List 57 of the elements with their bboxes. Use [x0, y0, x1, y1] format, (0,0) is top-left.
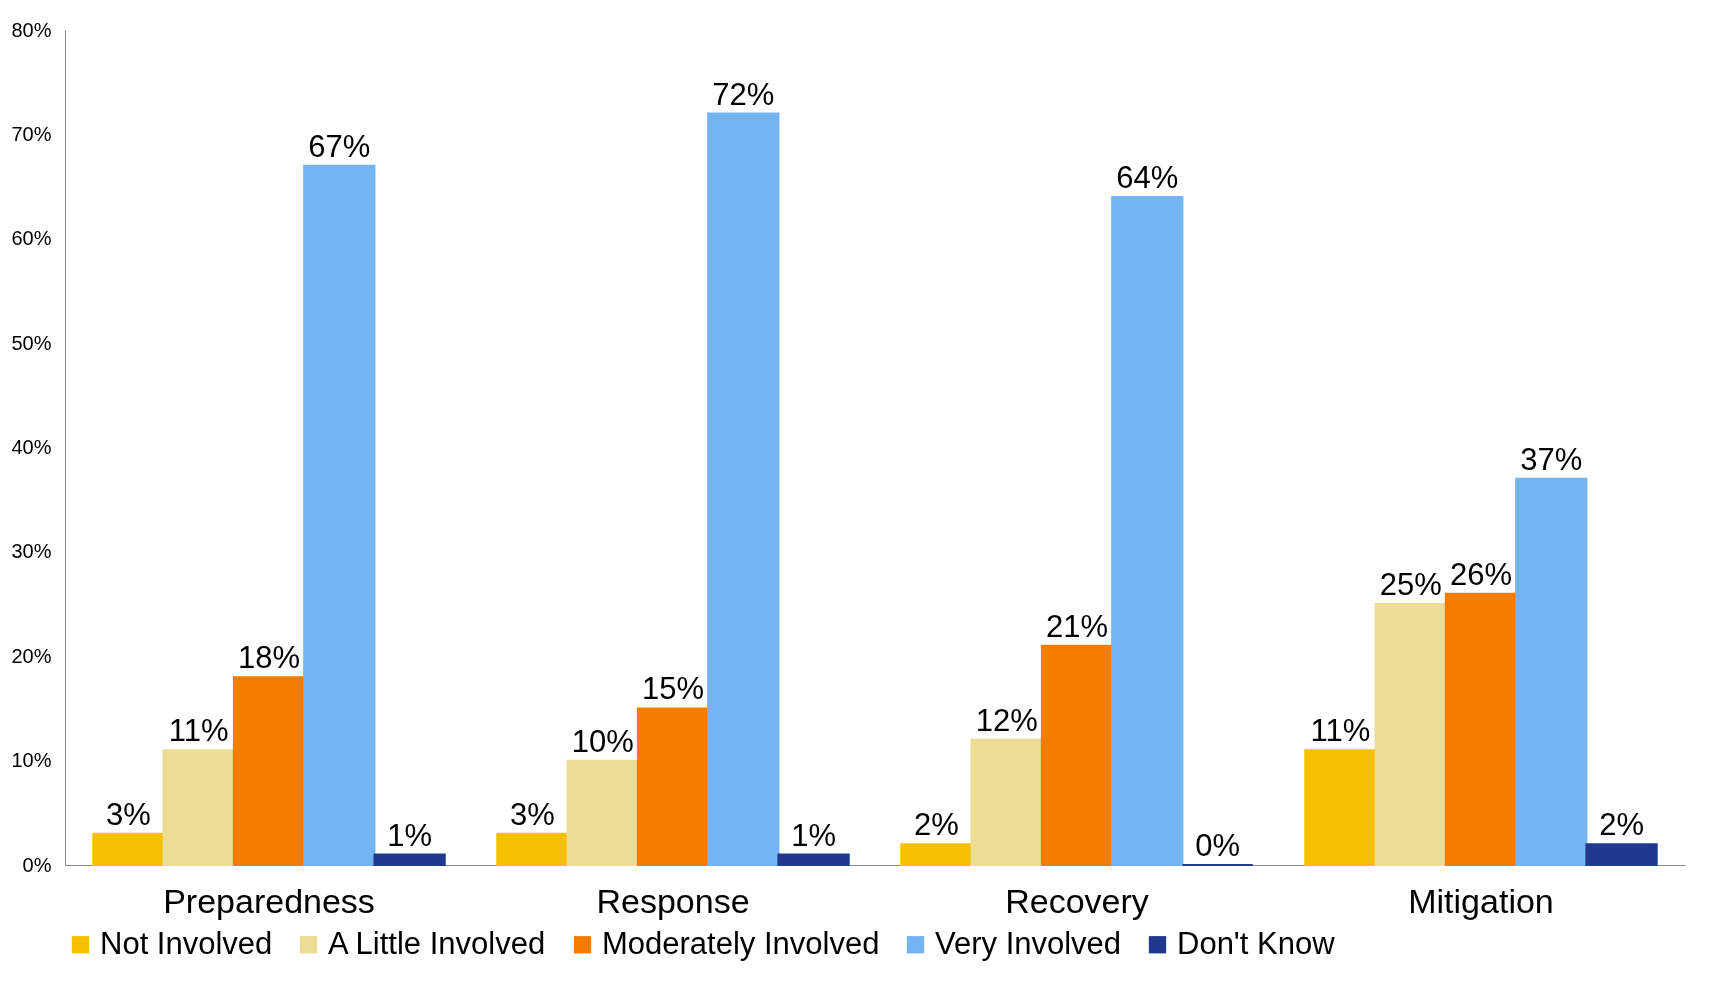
bar	[777, 853, 850, 866]
y-tick-label: 60%	[11, 227, 52, 250]
legend-label: Moderately Involved	[602, 925, 880, 961]
bar	[1304, 749, 1377, 866]
bar	[496, 832, 569, 866]
y-tick-label: 70%	[11, 122, 52, 145]
bar	[970, 738, 1043, 866]
data-label: 21%	[1045, 608, 1109, 644]
data-label: 1%	[791, 817, 836, 853]
x-tick-label: Mitigation	[1408, 881, 1554, 920]
x-tick-label: Recovery	[1005, 881, 1149, 920]
y-tick-label: 20%	[11, 644, 52, 667]
y-tick-label: 50%	[11, 331, 52, 354]
data-label: 37%	[1520, 441, 1583, 477]
bar	[232, 676, 306, 866]
data-label: 15%	[641, 671, 705, 707]
bar	[92, 832, 165, 866]
bar	[1111, 196, 1184, 866]
data-label: 25%	[1379, 567, 1442, 603]
bar	[900, 843, 973, 866]
data-label: 72%	[712, 76, 775, 112]
bar	[636, 707, 710, 866]
bar	[1444, 592, 1518, 866]
legend-label: Don't Know	[1177, 925, 1336, 961]
data-label: 12%	[975, 702, 1038, 738]
legend-label: A Little Involved	[328, 925, 546, 961]
y-tick-label: 10%	[11, 749, 52, 772]
bar	[162, 749, 235, 866]
data-label: 2%	[914, 807, 959, 843]
bar	[373, 853, 446, 866]
data-label: 18%	[237, 640, 301, 676]
data-label: 3%	[106, 796, 151, 832]
bar	[1515, 477, 1588, 866]
y-tick-label: 40%	[11, 436, 52, 458]
data-label: 1%	[387, 817, 433, 853]
bar	[1040, 644, 1114, 866]
y-tick-label: 80%	[11, 18, 52, 41]
bar	[303, 164, 376, 866]
data-label: 0%	[1195, 828, 1240, 863]
y-tick-label: 30%	[11, 540, 52, 563]
data-label: 2%	[1599, 807, 1644, 843]
data-label: 11%	[168, 713, 229, 749]
y-tick-label: 0%	[22, 853, 52, 876]
data-label: 10%	[571, 723, 634, 759]
data-label: 64%	[1116, 160, 1179, 195]
x-tick-label: Preparedness	[163, 881, 375, 920]
data-label: 11%	[1310, 713, 1371, 749]
legend-label: Very Involved	[935, 925, 1122, 961]
bar	[1585, 843, 1658, 866]
bar	[566, 759, 639, 866]
data-label: 67%	[308, 128, 371, 164]
data-label: 3%	[510, 796, 555, 832]
bar	[1374, 603, 1447, 866]
legend-label: Not Involved	[100, 925, 273, 961]
data-label: 26%	[1449, 556, 1513, 592]
x-tick-label: Response	[596, 881, 750, 920]
bar	[707, 112, 780, 866]
